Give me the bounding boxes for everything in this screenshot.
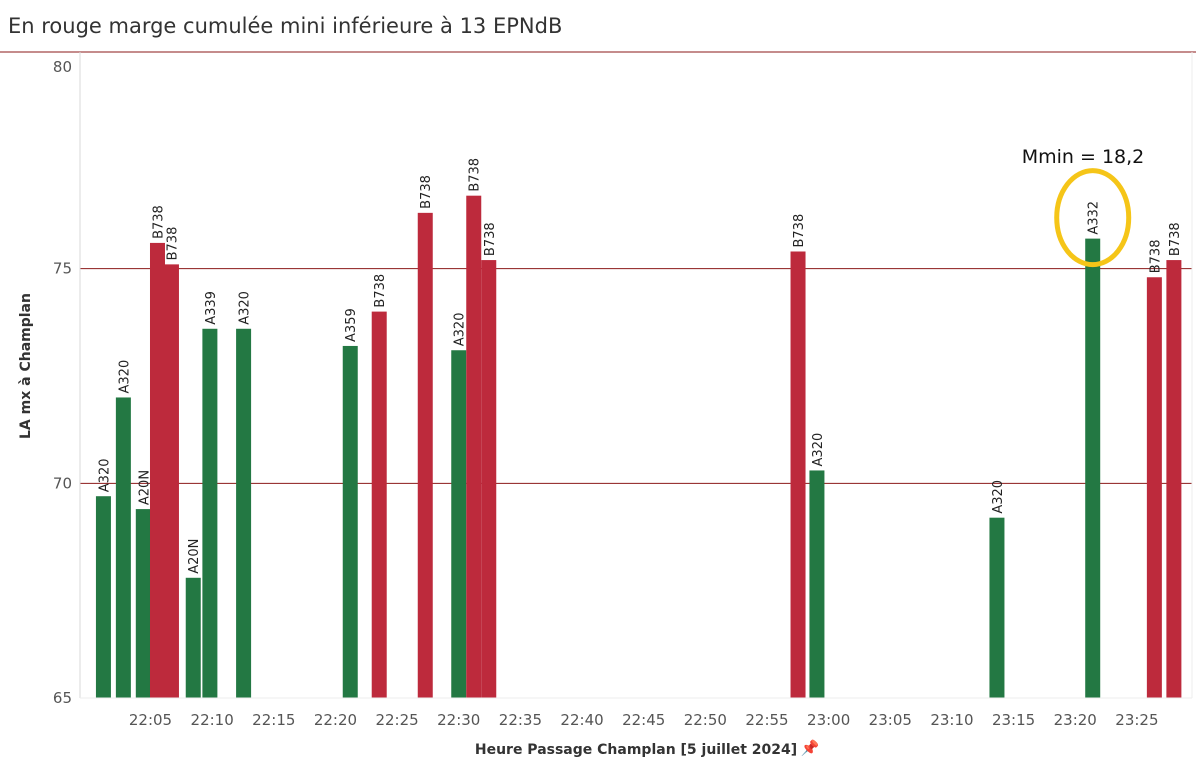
bar [1085,238,1101,698]
bar-label: B738 [165,227,180,261]
x-tick-label: 22:45 [622,711,665,729]
bar [202,328,218,698]
annotation-text: Mmin = 18,2 [1022,146,1145,168]
x-tick-label: 22:55 [745,711,788,729]
bar-label: B738 [483,222,498,256]
x-tick-label: 23:05 [869,711,912,729]
bar [236,328,252,698]
x-tick-label: 22:35 [499,711,542,729]
bar-label: A320 [238,291,253,325]
bar-label: A320 [991,480,1006,514]
bar [371,311,387,698]
x-tick-label: 22:40 [560,711,603,729]
x-tick-label: 22:20 [314,711,357,729]
bar [790,251,806,698]
bar-label: B738 [1148,240,1163,274]
y-axis-title: LA mx à Champlan [18,293,34,439]
bar [1166,260,1182,698]
bar-label: B738 [373,274,388,308]
y-tick-label: 65 [53,689,72,707]
bars [95,195,1182,698]
bar-label: A339 [204,291,219,325]
bar [451,350,467,698]
bar-label: B738 [151,205,166,239]
bar-label: A20N [137,470,152,505]
bar-label: A320 [811,433,826,467]
bar-label: A359 [344,308,359,342]
bar-label: B738 [468,158,483,192]
x-tick-label: 23:00 [807,711,850,729]
bar-label: A332 [1087,201,1102,235]
bar-label: A320 [97,458,112,492]
bar [809,470,825,698]
bar-label: A320 [117,360,132,394]
x-tick-label: 23:10 [930,711,973,729]
bar [466,195,482,698]
x-tick-label: 22:05 [129,711,172,729]
x-tick-label: 22:15 [252,711,295,729]
x-tick-label: 22:50 [684,711,727,729]
highlight-circle [1054,168,1132,268]
y-tick-label: 75 [53,260,72,278]
bar [95,496,111,698]
bar [417,212,433,698]
axes: 65 70 75 80 22:05 22:10 22:15 22:20 22:25 22:30 22… [18,52,1193,758]
chart-title: En rouge marge cumulée mini inférieure à… [8,14,563,38]
bar-label: B738 [1168,222,1183,256]
x-tick-label: 23:15 [992,711,1035,729]
bar [163,264,179,698]
bar [115,397,131,698]
x-tick-label: 22:25 [375,711,418,729]
bar [135,509,151,698]
bar-label: A320 [453,313,468,347]
x-tick-label: 22:30 [437,711,480,729]
bar [149,242,165,698]
bar-label: B738 [792,214,807,248]
bar [1146,277,1162,698]
x-tick-label: 23:25 [1115,711,1158,729]
bar-label: B738 [419,175,434,209]
bar [342,345,358,698]
y-tick-label: 70 [53,474,72,492]
bar [481,260,497,698]
bar [989,517,1005,698]
x-axis-title: Heure Passage Champlan [5 juillet 2024] [475,742,797,758]
bar-label: A20N [187,539,202,574]
bar [185,577,201,698]
y-tick-label: 80 [53,58,72,76]
x-tick-label: 22:10 [191,711,234,729]
pin-icon: 📌 [801,738,820,757]
x-tick-label: 23:20 [1054,711,1097,729]
annotation: Mmin = 18,2 [1022,146,1145,268]
gridlines [0,51,1196,484]
